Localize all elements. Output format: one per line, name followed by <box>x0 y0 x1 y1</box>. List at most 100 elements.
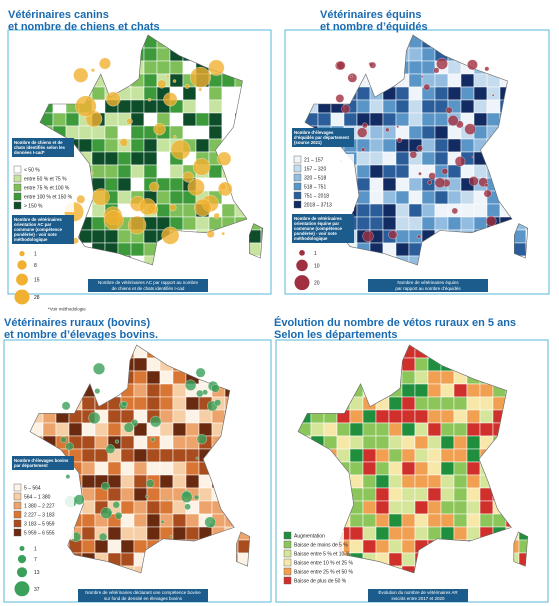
size-label: 37 <box>34 587 40 593</box>
department <box>336 500 351 515</box>
department <box>401 526 416 541</box>
department <box>130 73 145 88</box>
department <box>440 357 455 372</box>
department <box>146 565 161 573</box>
department <box>336 370 351 385</box>
vet-bubble <box>362 230 374 242</box>
department <box>323 357 338 372</box>
corsica-outline <box>513 223 529 259</box>
department <box>499 229 514 244</box>
department <box>260 47 263 62</box>
department <box>91 164 106 179</box>
department <box>525 60 528 75</box>
department <box>81 345 96 359</box>
department <box>133 474 148 489</box>
legend-swatch <box>13 201 22 210</box>
legend-swatch <box>13 192 22 201</box>
department <box>414 513 429 528</box>
department <box>466 474 481 489</box>
department <box>198 487 213 502</box>
department <box>247 164 262 179</box>
department <box>107 357 122 372</box>
department <box>117 255 132 265</box>
department <box>473 255 488 265</box>
department <box>81 526 96 541</box>
department <box>512 125 527 140</box>
department <box>382 60 397 75</box>
legend-title-box: Nombre d’élevages d’équidés par départem… <box>292 128 354 147</box>
department <box>68 383 83 398</box>
department <box>466 487 481 502</box>
department <box>499 125 514 140</box>
department <box>117 35 132 49</box>
department <box>159 539 174 554</box>
department <box>251 527 264 540</box>
department <box>414 409 429 424</box>
department <box>336 461 351 476</box>
department <box>68 345 83 359</box>
department <box>172 474 187 489</box>
vet-bubble <box>194 198 212 217</box>
size-label: 1 <box>34 546 37 552</box>
department <box>395 151 410 166</box>
department <box>518 409 528 424</box>
department <box>512 177 527 192</box>
legend-title: Nombre d’élevages bovins par département <box>12 456 74 470</box>
department <box>68 422 83 437</box>
department <box>94 422 109 437</box>
department <box>421 203 436 218</box>
department <box>221 99 236 114</box>
france-outline <box>39 34 248 266</box>
department <box>525 112 528 127</box>
department <box>260 177 263 192</box>
vet-bubble <box>114 439 119 444</box>
department <box>234 47 249 62</box>
caption-box: Nombre de vétérinaires déclarant une com… <box>78 589 208 602</box>
vet-bubble <box>195 456 199 460</box>
department <box>169 35 184 49</box>
department <box>68 396 83 411</box>
vet-bubble <box>218 181 233 197</box>
department <box>479 409 494 424</box>
department <box>260 86 263 101</box>
department <box>486 229 501 244</box>
vet-bubble <box>464 123 476 135</box>
legend-swatch <box>293 173 302 182</box>
vet-bubble <box>336 60 346 70</box>
vet-bubble <box>362 122 368 129</box>
department <box>130 138 145 153</box>
department <box>159 500 174 515</box>
department <box>120 565 135 573</box>
department <box>94 396 109 411</box>
department <box>453 461 468 476</box>
department <box>375 422 390 437</box>
department <box>310 513 325 528</box>
department <box>237 383 250 398</box>
department <box>91 138 106 153</box>
legend-title-box: Nombre de chiens et de chats identifiés … <box>12 138 74 157</box>
department <box>382 99 397 114</box>
department <box>247 216 262 231</box>
department <box>224 435 239 450</box>
department <box>224 448 239 463</box>
department <box>251 566 264 579</box>
department <box>133 500 148 515</box>
department <box>525 125 528 140</box>
department <box>30 383 44 398</box>
legend-swatch <box>13 183 22 192</box>
vet-bubble <box>99 532 108 542</box>
department <box>505 487 520 502</box>
size-key <box>16 273 28 286</box>
vet-bubble <box>131 419 139 427</box>
department <box>336 345 351 359</box>
department <box>466 500 481 515</box>
department <box>143 73 158 88</box>
department <box>208 125 223 140</box>
department <box>395 216 410 231</box>
department <box>247 203 262 218</box>
department <box>362 370 377 385</box>
size-key <box>19 546 25 551</box>
department <box>492 409 507 424</box>
department <box>237 396 250 411</box>
department <box>343 60 358 75</box>
